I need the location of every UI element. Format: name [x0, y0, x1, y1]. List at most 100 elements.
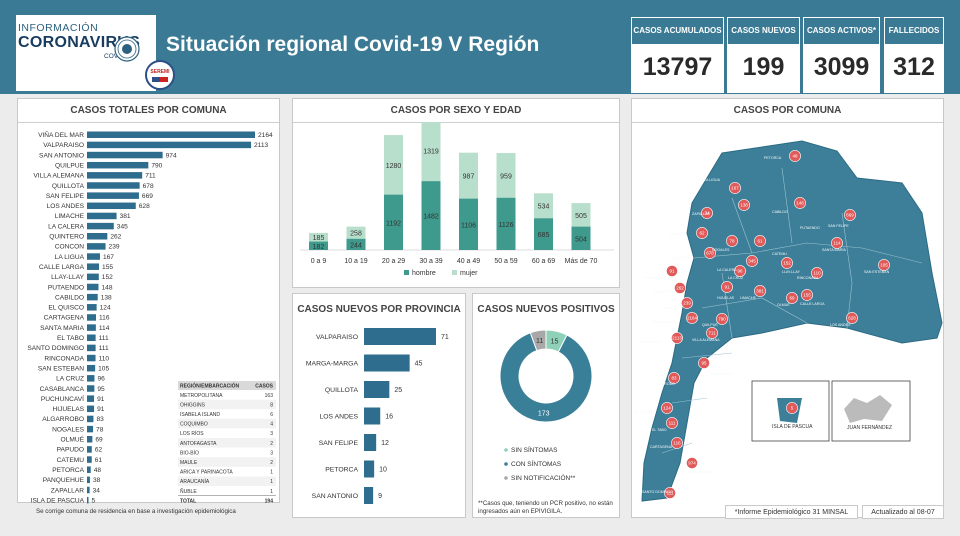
legend-mujer-swatch	[452, 270, 457, 275]
region-table-cell-region: ANTOFAGASTA	[180, 441, 217, 447]
kpi-value: 312	[885, 44, 943, 93]
seremi-label: SEREMI	[150, 68, 170, 75]
map-comuna-label: EL QUISCO	[635, 410, 655, 414]
comuna-bar	[87, 233, 108, 240]
comuna-value: 116	[99, 315, 110, 322]
region-table-cell-casos: 2	[270, 441, 273, 447]
comuna-value: 91	[97, 406, 105, 413]
region-table-cell-region: ARAUCANÍA	[180, 478, 210, 485]
map-comuna-label: CALLE LARGA	[800, 302, 825, 306]
legend-positivos-label: CON SÍNTOMAS	[511, 459, 562, 468]
map-marker	[681, 297, 693, 309]
hombre-value: 1126	[498, 222, 513, 229]
map-marker	[878, 259, 890, 271]
comuna-bar	[87, 354, 96, 362]
map-marker-value: 138	[740, 203, 748, 208]
comuna-label: CATEMU	[57, 457, 85, 464]
legend-hombre-swatch	[404, 270, 409, 275]
bar-mujer	[496, 153, 516, 198]
map-marker	[674, 282, 686, 294]
map-comuna-label: LOS ANDES	[830, 323, 851, 327]
bar-mujer	[534, 193, 553, 219]
map-comuna-label: VIÑA DEL MAR	[650, 319, 675, 324]
map-comuna-label: SAN ANTONIO	[690, 470, 715, 474]
map-marker	[754, 285, 766, 297]
map-marker-value: 69	[789, 296, 795, 301]
comuna-bar	[87, 344, 96, 352]
comuna-label: VIÑA DEL MAR	[38, 130, 84, 139]
comuna-value: 34	[93, 487, 101, 494]
region-table-cell-casos: 3	[270, 431, 273, 437]
comuna-value: 38	[93, 477, 101, 484]
logo-line2: CORONAVIRUS	[18, 34, 141, 51]
hombre-value: 1482	[423, 214, 439, 221]
comuna-value: 62	[95, 447, 103, 454]
kpi-casos-activos: CASOS ACTIVOS* 3099	[803, 17, 880, 93]
map-marker	[696, 227, 708, 239]
comuna-value: 345	[117, 223, 128, 230]
comuna-value: 111	[99, 335, 109, 342]
comuna-value: 669	[142, 193, 153, 200]
comuna-bar	[87, 385, 95, 392]
comuna-label: SAN ANTONIO	[39, 152, 84, 159]
provincia-bar	[364, 487, 374, 504]
map-comuna-label: RINCONADA	[797, 276, 819, 280]
footer-actualizado: Actualizado al 08-07	[862, 505, 944, 519]
map-marker-value: 105	[880, 263, 888, 268]
map-marker-value: 78	[729, 239, 735, 244]
comuna-label: SANTO DOMINGO	[27, 345, 84, 352]
map-marker	[801, 289, 813, 301]
comuna-label: CONCON	[55, 244, 85, 251]
donut-slice	[529, 329, 547, 352]
comuna-bar	[87, 334, 96, 341]
region-table-cell-region: BIO-BÍO	[180, 449, 199, 456]
region-table-cell-casos: 4	[270, 422, 273, 428]
map-comuna-label: PAPUDO	[670, 232, 685, 236]
comuna-label: CALLE LARGA	[39, 264, 85, 271]
region-table-cell-region: COQUIMBO	[180, 422, 208, 428]
hombre-value: 1192	[386, 220, 401, 227]
comuna-bar	[87, 283, 99, 291]
seremi-badge: SEREMI	[145, 60, 175, 90]
map-marker	[704, 247, 716, 259]
comuna-label: QUILLOTA	[52, 183, 85, 190]
kpi-value: 199	[728, 44, 799, 93]
region-shape	[641, 140, 943, 502]
map-marker	[746, 255, 758, 267]
region-table-cell-casos: 8	[270, 402, 273, 408]
comuna-label: EL QUISCO	[48, 305, 84, 312]
comuna-label: SANTA MARIA	[40, 325, 84, 332]
map-comuna-label: SAN ESTEBAN	[864, 270, 890, 274]
age-label: 0 a 9	[311, 258, 327, 265]
region-table-row-bg	[178, 476, 276, 486]
legend-positivos-swatch	[504, 476, 508, 480]
chart-positivos: 15 173 11 SIN SÍNTOMAS CON SÍNTOMAS SIN NOTIF…	[499, 329, 593, 482]
map-marker	[701, 207, 713, 219]
region-table-cell-casos: 2	[270, 460, 273, 466]
map-marker-value: 48	[792, 154, 798, 159]
mujer-value: 1319	[423, 148, 439, 155]
region-table-cell-casos: 1	[270, 470, 273, 476]
donut-value: 15	[551, 339, 559, 346]
comuna-note: Se corrige comuna de residencia en base …	[36, 508, 236, 515]
comuna-bar	[87, 141, 252, 149]
comuna-value: 262	[110, 234, 121, 241]
comuna-value: 111	[99, 345, 109, 352]
legend-positivos-swatch	[504, 448, 508, 452]
map-marker-value: 2164	[687, 316, 698, 321]
map-comuna-label: LLAY-LLAY	[782, 270, 801, 274]
comuna-bar	[87, 304, 97, 311]
provincia-value: 25	[394, 387, 402, 394]
comuna-bar	[87, 446, 92, 453]
map-marker-value: 381	[756, 289, 764, 294]
comuna-bar	[87, 456, 92, 463]
comuna-bar	[87, 222, 114, 230]
positivos-note: **Casos que, teniendo un PCR positivo, n…	[478, 500, 613, 515]
map-marker-value: 111	[667, 491, 674, 496]
panel-title: CASOS NUEVOS POR PROVINCIA	[297, 304, 461, 315]
comuna-label: LA LIGUA	[55, 254, 85, 261]
legend-positivos-label: SIN SÍNTOMAS	[511, 445, 558, 454]
inset-label-juan: JUAN FERNÁNDEZ	[847, 424, 892, 431]
comuna-label: PETORCA	[52, 467, 84, 474]
comuna-value: 105	[98, 365, 109, 372]
